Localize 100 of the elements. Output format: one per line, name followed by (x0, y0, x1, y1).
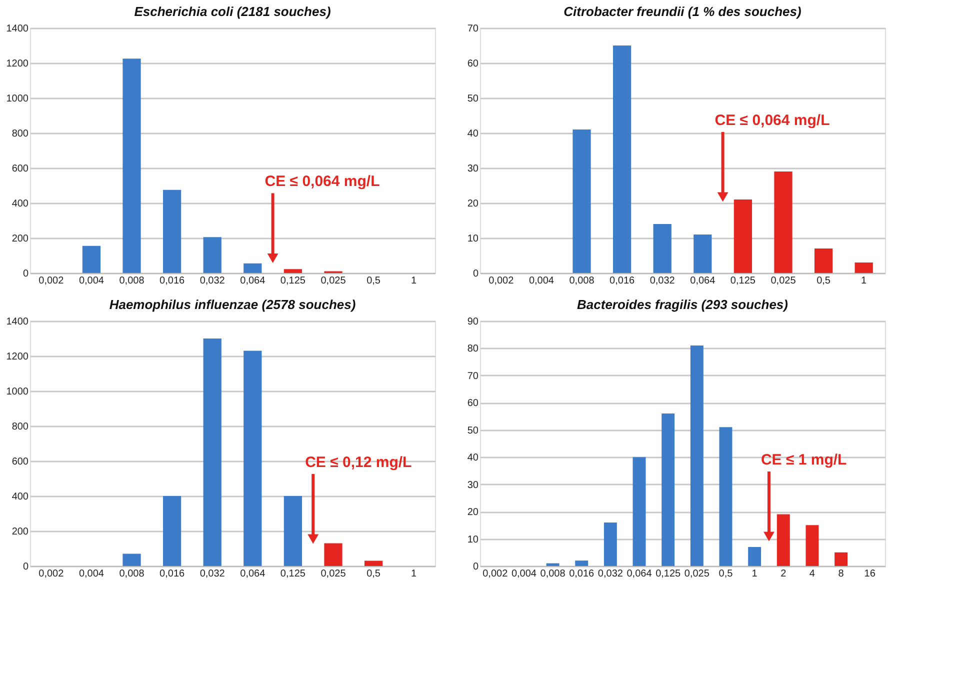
bar (854, 262, 873, 273)
y-tick-label: 50 (467, 425, 479, 436)
x-tick-label: 0,008 (540, 568, 566, 580)
bar (572, 130, 591, 273)
bar (203, 237, 222, 273)
y-tick-label: 0 (472, 268, 479, 280)
y-tick-label: 40 (467, 452, 479, 464)
bar (719, 427, 732, 566)
bar (122, 58, 141, 273)
y-tick-label: 200 (12, 526, 29, 538)
x-tick-label: 0,016 (569, 568, 595, 580)
bar (82, 246, 101, 273)
bar (122, 554, 141, 566)
bar (162, 496, 182, 566)
y-tick-label: 60 (467, 398, 479, 410)
y-tick-label: 0 (22, 268, 29, 280)
x-tick-label: 0,064 (240, 276, 266, 286)
bar (690, 346, 704, 566)
x-tick-label: 1 (411, 568, 418, 580)
x-tick-label: 0,025 (320, 568, 346, 580)
x-tick-label: 0,5 (816, 276, 831, 286)
x-tick-label: 0,025 (684, 568, 710, 580)
y-tick-label: 0 (22, 562, 29, 572)
y-tick-label: 30 (467, 164, 479, 174)
y-tick-label: 200 (12, 234, 29, 244)
annotation: CE ≤ 0,064 mg/L (264, 173, 380, 190)
bar (774, 172, 792, 273)
y-tick-label: 0 (472, 562, 479, 572)
y-tick-label: 800 (12, 422, 29, 432)
x-tick-label: 1 (752, 568, 758, 580)
bar (806, 525, 819, 566)
x-tick-label: 16 (864, 568, 876, 580)
bar (834, 552, 848, 566)
y-tick-label: 1400 (6, 316, 29, 328)
x-tick-label: 0,032 (650, 276, 676, 286)
chart-title: Citrobacter freundii (1 % des souches) (564, 4, 802, 19)
x-tick-label: 0,032 (200, 568, 226, 580)
y-tick-label: 60 (467, 58, 479, 70)
bar (284, 269, 302, 273)
bar (575, 560, 588, 566)
y-tick-label: 1000 (6, 94, 29, 104)
bar (694, 234, 712, 273)
y-tick-label: 1200 (6, 58, 29, 70)
y-tick-label: 70 (467, 24, 479, 34)
x-tick-label: 0,016 (610, 276, 635, 286)
y-tick-label: 10 (467, 234, 479, 244)
annotation: CE ≤ 0,064 mg/L (714, 112, 830, 129)
bar (284, 496, 302, 566)
x-tick-label: 0,002 (38, 568, 64, 580)
chart-title: Haemophilus influenzae (2578 souches) (109, 297, 356, 312)
x-tick-label: 0,025 (770, 276, 796, 286)
x-tick-label: 0,5 (718, 568, 734, 580)
y-tick-label: 70 (467, 370, 479, 382)
y-tick-label: 400 (12, 198, 29, 210)
x-tick-label: 0,032 (598, 568, 624, 580)
bar (776, 514, 790, 566)
y-tick-label: 600 (12, 456, 29, 468)
y-tick-label: 80 (467, 344, 479, 355)
bar (632, 457, 646, 566)
y-tick-label: 1200 (6, 352, 29, 362)
x-tick-label: 0,004 (78, 276, 104, 286)
x-tick-label: 0,016 (160, 568, 185, 580)
x-tick-label: 0,032 (200, 276, 226, 286)
bar (653, 224, 672, 273)
x-tick-label: 8 (838, 568, 844, 580)
x-tick-label: 0,008 (569, 276, 595, 286)
x-tick-label: 0,004 (511, 568, 537, 580)
bar (604, 522, 617, 566)
y-tick-label: 30 (467, 480, 479, 491)
x-tick-label: 1 (861, 276, 868, 286)
chart-title: Escherichia coli (2181 souches) (134, 4, 331, 19)
x-tick-label: 0,016 (160, 276, 185, 286)
y-tick-label: 20 (467, 507, 479, 518)
bar (162, 190, 182, 273)
x-tick-label: 0,025 (320, 276, 346, 286)
y-tick-label: 600 (12, 164, 29, 174)
bar (364, 560, 383, 566)
x-tick-label: 0,125 (280, 276, 306, 286)
bar (662, 414, 675, 566)
bar (734, 200, 752, 273)
x-tick-label: 0,008 (119, 276, 145, 286)
y-tick-label: 90 (467, 316, 479, 328)
annotation: CE ≤ 1 mg/L (760, 452, 847, 468)
x-tick-label: 0,064 (626, 568, 652, 580)
y-tick-label: 10 (467, 534, 479, 546)
y-tick-label: 20 (467, 198, 479, 210)
bar (546, 563, 560, 566)
x-tick-label: 2 (780, 568, 787, 580)
bar (324, 543, 342, 566)
x-tick-label: 0,5 (366, 276, 381, 286)
y-tick-label: 1400 (6, 24, 29, 34)
y-tick-label: 50 (467, 94, 479, 104)
bar (244, 350, 262, 566)
bar (203, 338, 222, 566)
x-tick-label: 0,002 (482, 568, 508, 580)
bar (244, 263, 262, 273)
x-tick-label: 1 (411, 276, 418, 286)
x-tick-label: 0,125 (280, 568, 306, 580)
x-tick-label: 0,064 (690, 276, 716, 286)
x-tick-label: 0,008 (119, 568, 145, 580)
